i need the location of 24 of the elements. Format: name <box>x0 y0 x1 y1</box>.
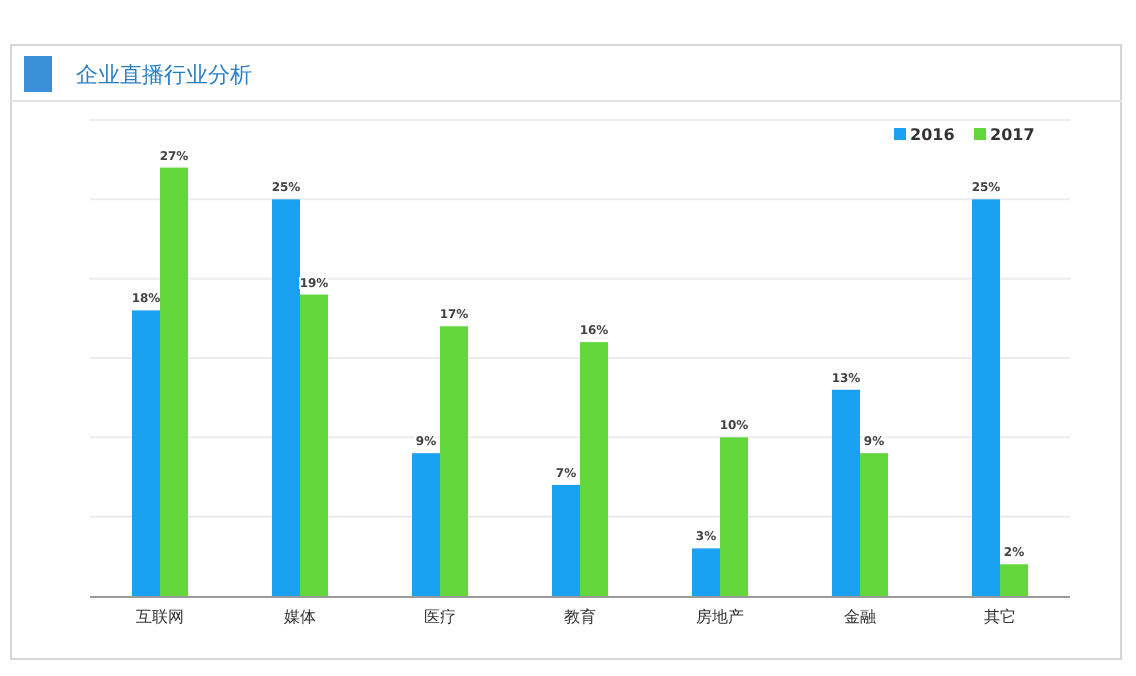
bar <box>720 437 748 596</box>
x-tick-label: 房地产 <box>696 608 744 626</box>
chart-title: 企业直播行业分析 <box>76 62 252 88</box>
x-tick-label: 医疗 <box>424 608 456 626</box>
bar <box>1000 564 1028 596</box>
bar <box>972 199 1000 596</box>
legend-label: 2016 <box>910 126 956 144</box>
x-tick-label: 金融 <box>844 608 876 626</box>
bar <box>692 548 720 596</box>
x-tick-label: 互联网 <box>136 608 184 626</box>
bar <box>300 294 328 596</box>
bar <box>160 167 188 596</box>
x-tick-label: 教育 <box>564 608 596 626</box>
x-tick-label: 其它 <box>984 608 1016 626</box>
bar <box>272 199 300 596</box>
bar <box>412 453 440 596</box>
bar <box>440 326 468 596</box>
bar <box>832 389 860 596</box>
bar <box>552 484 580 596</box>
legend-label: 2017 <box>990 126 1035 144</box>
bar <box>132 310 160 596</box>
bar <box>860 453 888 596</box>
bar <box>580 342 608 596</box>
x-tick-label: 媒体 <box>284 608 316 626</box>
